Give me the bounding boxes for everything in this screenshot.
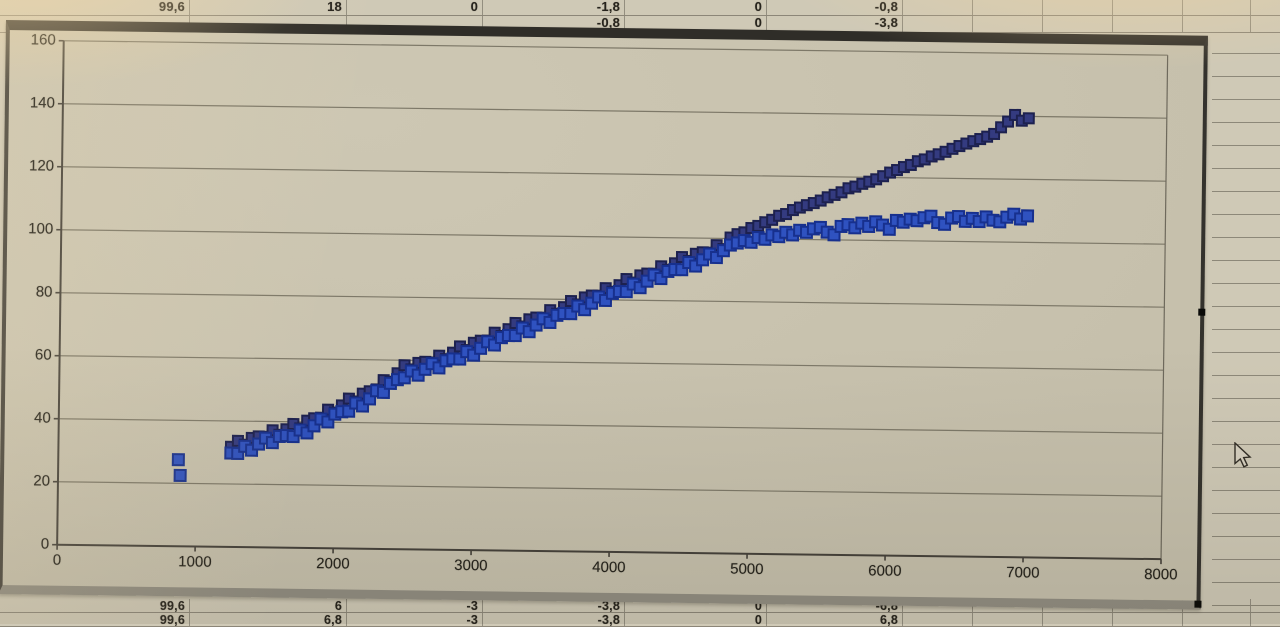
chart-resize-handle-bottom-right[interactable] <box>1194 601 1201 608</box>
spreadsheet-cell[interactable] <box>1043 613 1113 626</box>
plot-area: 0 20 40 60 80 100 120 140 160 0 1000 2000 3000 4000 5… <box>3 30 1204 601</box>
spreadsheet-cell[interactable]: 0 <box>347 0 483 15</box>
spreadsheet-cell[interactable] <box>1113 0 1183 15</box>
spreadsheet-cell[interactable]: 6 <box>190 599 347 612</box>
x-axis-tick-label: 8000 <box>1126 566 1196 584</box>
spreadsheet-cell[interactable]: 0 <box>625 613 767 626</box>
spreadsheet-cell[interactable] <box>1183 16 1251 32</box>
x-axis-tick-label: 6000 <box>850 562 920 580</box>
spreadsheet-cell[interactable]: 99,6 <box>0 0 190 15</box>
spreadsheet-cell[interactable] <box>903 16 973 32</box>
spreadsheet-cell[interactable]: 99,6 <box>0 613 190 626</box>
spreadsheet-cell[interactable]: 99,6 <box>0 599 190 612</box>
spreadsheet-cell[interactable]: -1,8 <box>483 0 625 15</box>
y-axis-tick-label: 120 <box>8 157 54 175</box>
x-axis-tick-label: 0 <box>22 551 92 569</box>
spreadsheet-cell[interactable] <box>1113 16 1183 32</box>
spreadsheet-cell[interactable]: -3,8 <box>483 613 625 626</box>
spreadsheet-right-rows <box>1212 31 1280 624</box>
spreadsheet-cell[interactable]: 18 <box>190 0 347 15</box>
y-axis-tick-label: 20 <box>4 472 50 490</box>
spreadsheet-cell[interactable]: 6,8 <box>767 613 903 626</box>
lower-blue-series <box>173 198 1034 492</box>
chart-object[interactable]: 0 20 40 60 80 100 120 140 160 0 1000 2000 3000 4000 5… <box>0 20 1208 610</box>
y-axis-tick-label: 140 <box>9 94 55 112</box>
x-axis-tick-label: 2000 <box>298 555 368 573</box>
spreadsheet-cell[interactable]: -3 <box>347 613 483 626</box>
mouse-cursor <box>1233 442 1253 469</box>
spreadsheet-cell[interactable] <box>903 0 973 15</box>
spreadsheet-cell[interactable] <box>973 613 1043 626</box>
spreadsheet-cell[interactable]: -3 <box>347 599 483 612</box>
spreadsheet-cell[interactable] <box>1183 0 1251 15</box>
spreadsheet-cell[interactable] <box>1043 16 1113 32</box>
spreadsheet-cell[interactable]: 0 <box>625 0 767 15</box>
y-axis-tick-label: 0 <box>3 535 49 553</box>
x-axis-tick-label: 1000 <box>160 553 230 571</box>
spreadsheet-cell[interactable]: -0,8 <box>767 0 903 15</box>
x-axis-tick-label: 7000 <box>988 564 1058 582</box>
y-axis-tick-label: 60 <box>6 346 52 364</box>
x-axis-tick-label: 4000 <box>574 558 644 576</box>
spreadsheet-cell[interactable] <box>973 0 1043 15</box>
spreadsheet-cell[interactable] <box>973 16 1043 32</box>
y-axis-tick-label: 160 <box>10 31 56 49</box>
x-axis-tick-label: 5000 <box>712 560 782 578</box>
y-axis-tick-label: 80 <box>6 283 52 301</box>
spreadsheet-cell[interactable] <box>903 613 973 626</box>
chart-resize-handle-right[interactable] <box>1198 309 1205 316</box>
spreadsheet-cell[interactable]: 6,8 <box>190 613 347 626</box>
x-axis-tick-label: 3000 <box>436 557 506 575</box>
y-axis-tick-label: 100 <box>7 220 53 238</box>
y-axis-tick-label: 40 <box>5 409 51 427</box>
scatter-plot <box>57 41 1168 559</box>
spreadsheet-cell[interactable] <box>1043 0 1113 15</box>
spreadsheet-cell[interactable] <box>1113 613 1183 626</box>
